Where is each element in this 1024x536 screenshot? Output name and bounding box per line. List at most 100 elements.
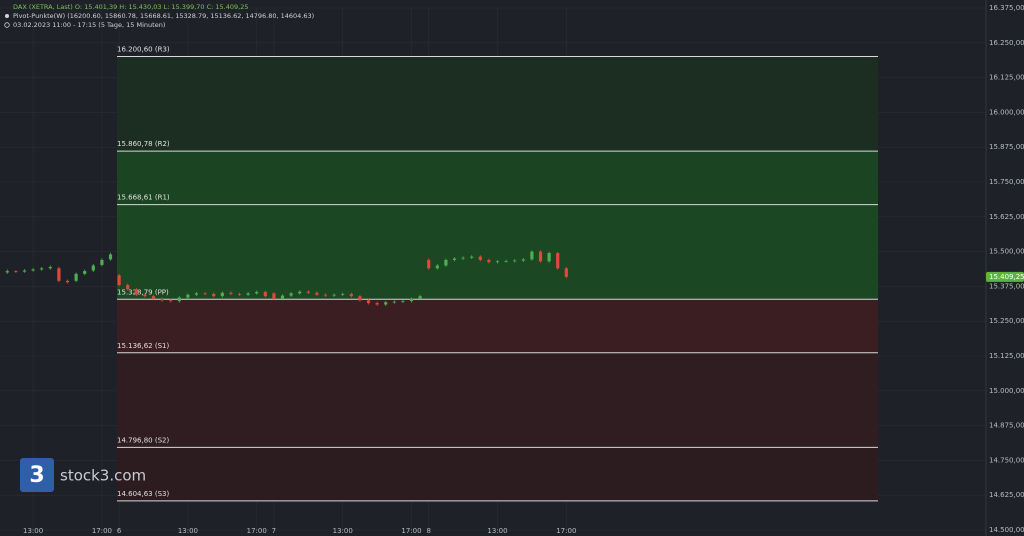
candle-body	[547, 252, 551, 262]
candle-body	[65, 280, 70, 283]
candle-body	[384, 302, 388, 305]
candle	[349, 292, 353, 298]
y-tick-label: 15.750,00	[989, 178, 1024, 186]
candle-body	[83, 271, 87, 274]
y-tick-label: 15.125,00	[989, 352, 1024, 360]
header-line: 03.02.2023 11:00 - 17:15 (5 Tage, 15 Min…	[13, 21, 165, 29]
pivot-label: 16.200,60 (R3)	[117, 46, 170, 54]
candle	[48, 265, 52, 270]
candle-body	[478, 256, 482, 260]
candle	[14, 269, 18, 274]
candle	[246, 291, 250, 297]
x-tick-label: 7	[272, 527, 276, 535]
y-tick-label: 14.500,00	[989, 526, 1024, 534]
candle	[495, 259, 500, 264]
candle-body	[117, 275, 121, 286]
candle	[74, 272, 78, 283]
candle-body	[358, 296, 362, 301]
candle	[100, 258, 104, 267]
candle-body	[427, 259, 431, 269]
candle-body	[323, 294, 328, 296]
candle	[272, 291, 276, 301]
candle	[83, 269, 87, 276]
candle-body	[556, 252, 560, 269]
candle-body	[57, 268, 61, 281]
candle-body	[521, 259, 525, 261]
candle	[366, 298, 371, 305]
candle-body	[169, 300, 173, 302]
logo-mark: 3	[29, 463, 44, 488]
icon	[4, 22, 10, 28]
candle-body	[212, 293, 216, 297]
x-tick-label: 17:00	[556, 527, 576, 535]
candle	[298, 290, 302, 295]
x-tick-label: 17:00	[247, 527, 267, 535]
pivot-zone	[117, 299, 878, 353]
y-tick-label: 14.625,00	[989, 491, 1024, 499]
candle	[530, 250, 534, 261]
candle	[547, 251, 551, 263]
candle	[521, 258, 525, 262]
candle	[134, 287, 138, 297]
candle	[229, 291, 233, 296]
pivot-label: 15.328,79 (PP)	[117, 288, 169, 296]
candle-body	[435, 265, 439, 269]
candle	[384, 300, 388, 306]
candle-body	[289, 293, 293, 296]
candle-body	[229, 292, 233, 294]
last-price-label: 15.409,25	[989, 273, 1024, 281]
candle-body	[255, 291, 259, 294]
y-tick-label: 15.625,00	[989, 213, 1024, 221]
candle	[160, 297, 164, 302]
candles	[5, 250, 568, 306]
pivot-zones: 16.200,60 (R3) 15.860,78 (R2) 15.668,61 (R…	[117, 46, 878, 502]
candle-body	[401, 301, 405, 302]
pivot-zone	[117, 56, 878, 152]
pivot-label: 14.796,80 (S2)	[117, 436, 169, 444]
candle	[126, 283, 130, 291]
candle-body	[341, 293, 345, 295]
candle-body	[40, 268, 44, 270]
candle	[452, 257, 457, 262]
candle	[435, 264, 439, 270]
pivot-label: 15.860,78 (R2)	[117, 140, 170, 148]
candle-body	[151, 296, 156, 299]
candle	[108, 252, 113, 261]
candle-body	[306, 291, 310, 293]
candle	[323, 293, 328, 297]
candle-body	[332, 294, 336, 296]
candle	[203, 291, 207, 296]
pivot-label: 15.668,61 (R1)	[117, 194, 170, 202]
candle	[392, 300, 396, 304]
y-tick-label: 15.875,00	[989, 143, 1024, 151]
candle-body	[31, 269, 35, 271]
y-tick-label: 14.875,00	[989, 422, 1024, 430]
candle-body	[126, 285, 130, 290]
candle	[40, 266, 44, 271]
candle-body	[375, 303, 379, 305]
pivot-zone	[117, 204, 878, 300]
x-tick-label: 13:00	[333, 527, 353, 535]
candle	[91, 263, 95, 272]
candle	[263, 290, 267, 298]
candle	[564, 266, 568, 279]
candle-body	[194, 293, 199, 295]
candle-body	[5, 271, 9, 273]
candle	[186, 293, 190, 299]
x-tick-label: 13:00	[178, 527, 198, 535]
candle-body	[22, 270, 27, 272]
x-tick-label: 8	[426, 527, 430, 535]
axis: 14.500,00 14.625,00 14.750,00 14.875,00 15.0…	[23, 0, 1024, 536]
candle	[237, 292, 242, 297]
candle	[220, 291, 224, 298]
candle-body	[513, 260, 517, 262]
candle	[375, 301, 379, 306]
candle-body	[160, 298, 164, 301]
candle-body	[487, 259, 491, 263]
watermark: stock3.com	[60, 467, 146, 485]
candle	[194, 291, 199, 297]
candle	[504, 259, 508, 263]
candle	[401, 299, 405, 304]
candle-body	[538, 251, 543, 262]
